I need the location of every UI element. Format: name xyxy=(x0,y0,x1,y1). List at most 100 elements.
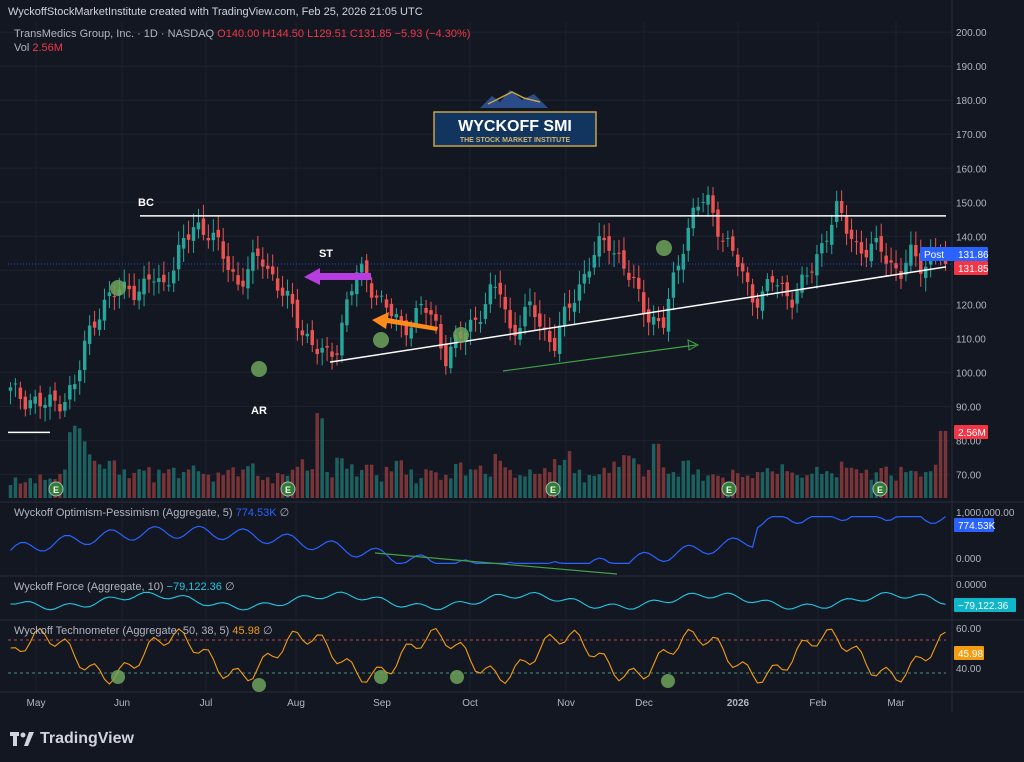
candle-body xyxy=(38,392,42,407)
candle-body xyxy=(745,272,750,283)
volume-bar xyxy=(463,475,468,498)
price-tick-label: 100.00 xyxy=(956,368,987,379)
volume-bar xyxy=(295,466,300,498)
candle-body xyxy=(43,404,47,408)
volume-bar xyxy=(211,481,216,498)
candle-body xyxy=(721,240,725,242)
candle-body xyxy=(483,304,488,319)
volume-bar xyxy=(63,469,67,498)
volume-bar xyxy=(538,473,542,498)
volume-value: 2.56M xyxy=(32,42,63,54)
volume-bar xyxy=(622,455,626,498)
candle-body xyxy=(651,316,656,325)
candle-body xyxy=(162,274,166,283)
candle-body xyxy=(874,237,878,243)
volume-bar xyxy=(152,482,156,498)
technometer-signal-circle xyxy=(374,670,388,684)
candle-body xyxy=(33,396,37,404)
candle-body xyxy=(557,325,562,354)
price-tick-label: 90.00 xyxy=(956,402,981,413)
x-axis-label: 2026 xyxy=(727,698,750,709)
candle-body xyxy=(231,269,235,272)
candle-body xyxy=(810,271,814,273)
volume-label[interactable]: Vol xyxy=(14,42,30,54)
volume-bar xyxy=(473,469,478,498)
candle-body xyxy=(627,272,631,280)
volume-bar xyxy=(241,469,245,498)
candle-body xyxy=(82,340,87,370)
candle-body xyxy=(379,295,384,297)
volume-bar xyxy=(117,474,122,498)
candle-body xyxy=(13,383,18,385)
signal-circle xyxy=(373,332,389,348)
candle-body xyxy=(305,333,310,337)
candle-body xyxy=(894,263,898,269)
earnings-marker[interactable]: E xyxy=(280,481,296,497)
candle-body xyxy=(53,390,57,401)
candle-body xyxy=(364,260,369,280)
force-badge-text: −79,122.36 xyxy=(958,601,1009,612)
volume-bar xyxy=(889,475,893,498)
candle-body xyxy=(444,344,448,367)
optimism-name[interactable]: Wyckoff Optimism-Pessimism (Aggregate, 5… xyxy=(14,507,233,519)
post-price-badge: 131.86 xyxy=(954,247,989,261)
volume-bar xyxy=(770,471,775,498)
x-axis-label: Oct xyxy=(462,698,478,709)
volume-bar xyxy=(617,466,621,498)
optimism-divergence-line xyxy=(374,552,618,575)
volume-bar xyxy=(775,473,780,498)
volume-bar xyxy=(894,480,898,498)
volume-group xyxy=(8,413,948,498)
candle-body xyxy=(731,236,735,251)
symbol-name[interactable]: TransMedics Group, Inc. · 1D · NASDAQ xyxy=(14,28,215,40)
candle-body xyxy=(582,273,587,284)
candle-body xyxy=(201,218,206,235)
volume-bar xyxy=(924,472,928,498)
price-tick-label: 80.00 xyxy=(956,436,981,447)
volume-bar xyxy=(607,472,611,498)
support-trendline xyxy=(329,266,947,363)
earnings-marker[interactable]: E xyxy=(48,481,64,497)
volume-bar xyxy=(780,464,784,498)
candle-body xyxy=(300,330,305,336)
volume-bar xyxy=(340,458,344,498)
tradingview-brand[interactable]: TradingView xyxy=(10,730,134,748)
post-tag-text: Post xyxy=(924,250,944,261)
volume-bar xyxy=(167,469,171,498)
force-badge-bg xyxy=(954,598,1016,612)
candle-body xyxy=(830,224,834,245)
candle-body xyxy=(468,319,473,332)
price-tick-label: 180.00 xyxy=(956,96,987,107)
candle-body xyxy=(696,206,700,211)
earnings-marker[interactable]: E xyxy=(545,481,561,497)
technometer-name[interactable]: Wyckoff Technometer (Aggregate, 50, 38, … xyxy=(14,625,230,637)
force-name[interactable]: Wyckoff Force (Aggregate, 10) xyxy=(14,581,164,593)
candle-body xyxy=(488,284,493,305)
candle-body xyxy=(102,299,107,321)
price-tick-label: 150.00 xyxy=(956,198,987,209)
earnings-marker[interactable]: E xyxy=(872,481,888,497)
candle-body xyxy=(310,330,314,346)
candle-body xyxy=(884,255,888,264)
optimism-tick-label: 1,000,000.00 xyxy=(956,508,1015,519)
candle-body xyxy=(671,272,676,298)
volume-bar xyxy=(33,483,37,498)
volume-badge-bg xyxy=(954,425,988,439)
earnings-marker[interactable]: E xyxy=(721,481,737,497)
volume-bar xyxy=(701,480,705,498)
volume-bar xyxy=(933,464,938,498)
technometer-tick-label: 40.00 xyxy=(956,664,981,675)
price-tick-label: 160.00 xyxy=(956,164,987,175)
volume-bar xyxy=(740,477,745,498)
volume-bar xyxy=(137,469,141,498)
candle-body xyxy=(750,284,755,303)
label-bc: BC xyxy=(138,197,154,209)
technometer-signal-circle xyxy=(450,670,464,684)
candle-body xyxy=(127,285,131,290)
volume-bar xyxy=(632,458,636,498)
force-tick-label: 0.0000 xyxy=(956,580,987,591)
volume-bar xyxy=(834,477,839,498)
technometer-line xyxy=(10,627,946,685)
candle-body xyxy=(562,306,567,326)
